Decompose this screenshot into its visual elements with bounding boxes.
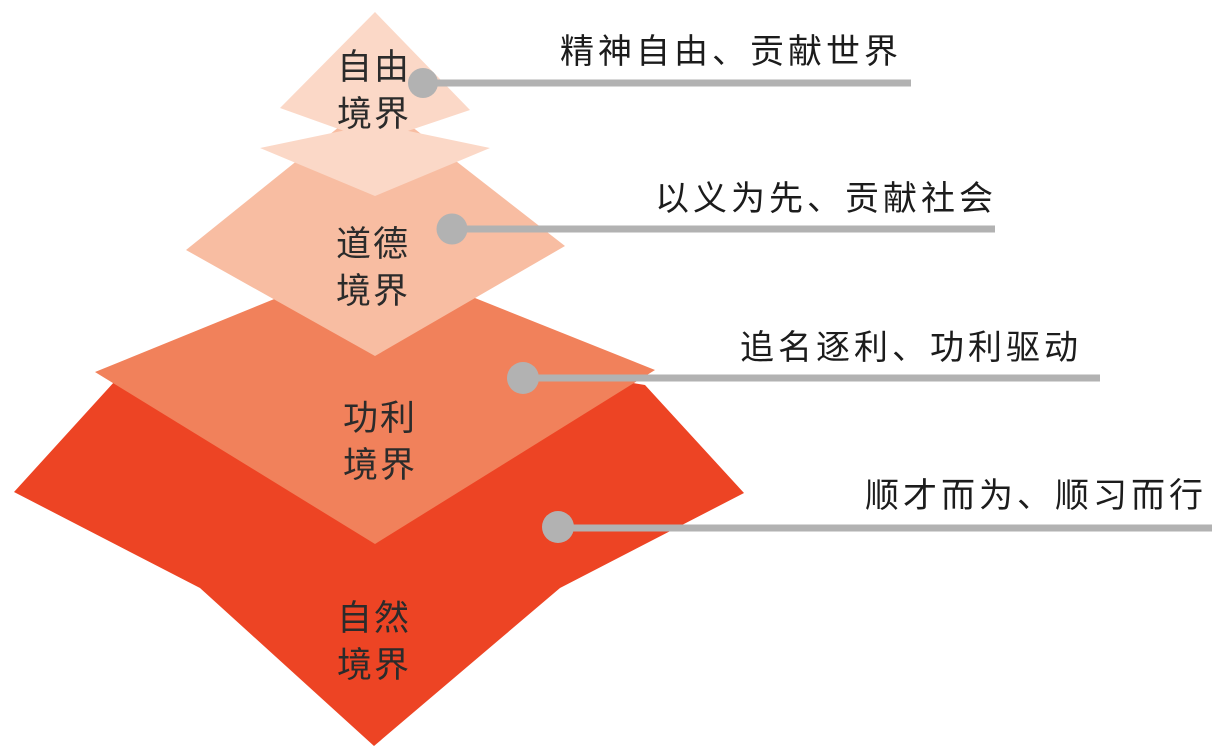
level-2-moral-realm-shape <box>186 98 565 356</box>
connector-dot-level-3 <box>507 362 539 394</box>
connector-dot-level-1 <box>408 68 438 98</box>
level-3-utilitarian-realm-shape <box>95 258 655 544</box>
level-1-freedom-realm-base-chevron <box>260 124 490 196</box>
connector-dot-level-2 <box>436 213 468 245</box>
level-4-natural-realm-shape <box>14 340 744 746</box>
level-1-freedom-realm-shape <box>280 12 470 142</box>
connector-dot-level-4 <box>542 511 574 543</box>
